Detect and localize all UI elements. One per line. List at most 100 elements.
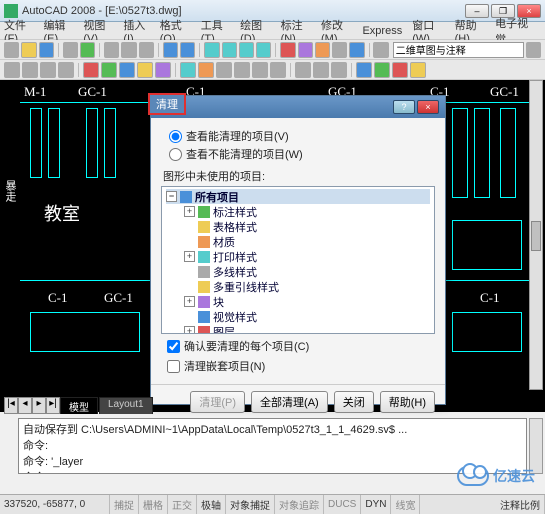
rotate-icon[interactable] [198, 62, 214, 78]
anno-scale[interactable]: 注释比例 [496, 495, 545, 514]
text-icon[interactable] [356, 62, 372, 78]
tree-item-label: 图层 [213, 324, 235, 335]
command-window[interactable]: 自动保存到 C:\Users\ADMINI~1\AppData\Local\Te… [18, 418, 527, 474]
tree-item[interactable]: +标注样式 [166, 204, 430, 219]
tab-layout1[interactable]: Layout1 [99, 397, 153, 414]
tree-item-label: 视觉样式 [213, 309, 257, 325]
tab-nav-first[interactable]: |◂ [4, 397, 18, 414]
array-icon[interactable] [155, 62, 171, 78]
chamfer-icon[interactable] [313, 62, 329, 78]
copy-icon[interactable] [121, 42, 136, 58]
coords: 337520, -65877, 0 [0, 495, 110, 514]
open-icon[interactable] [21, 42, 36, 58]
tree-item[interactable]: 多重引线样式 [166, 279, 430, 294]
ducs-toggle[interactable]: DUCS [324, 495, 361, 514]
chk-confirm[interactable] [167, 340, 180, 353]
ws-gear-icon[interactable] [526, 42, 541, 58]
dialog-titlebar[interactable]: 清理 ? × [151, 96, 445, 118]
cmd-line: 命令: pu [23, 469, 522, 474]
toolbar-standard [0, 40, 545, 60]
dsn-icon[interactable] [315, 42, 330, 58]
layer-icon[interactable] [280, 42, 295, 58]
extend-icon[interactable] [270, 62, 286, 78]
fillet-icon[interactable] [295, 62, 311, 78]
hatch-icon[interactable] [374, 62, 390, 78]
purge-all-button[interactable]: 全部清理(A) [251, 391, 328, 413]
props-icon[interactable] [298, 42, 313, 58]
purge-tree[interactable]: −所有项目 +标注样式表格样式材质+打印样式多线样式多重引线样式+块视觉样式+图… [161, 186, 435, 334]
paste-icon[interactable] [139, 42, 154, 58]
menu-express[interactable]: Express [362, 25, 402, 37]
zoom-win-icon[interactable] [239, 42, 254, 58]
tab-nav-last[interactable]: ▸| [46, 397, 60, 414]
otrack-toggle[interactable]: 对象追踪 [275, 495, 324, 514]
undo-icon[interactable] [163, 42, 178, 58]
help-icon[interactable] [373, 42, 388, 58]
tree-root[interactable]: 所有项目 [195, 189, 239, 205]
radio-cannot-purge[interactable] [169, 148, 182, 161]
tab-nav-prev[interactable]: ◂ [18, 397, 32, 414]
close-dialog-button[interactable]: 关闭 [334, 391, 374, 413]
workspace-combo[interactable] [393, 42, 524, 58]
grid-toggle[interactable]: 栅格 [139, 495, 168, 514]
menubar: 文件(F) 编辑(E) 视图(V) 插入(I) 格式(O) 工具(T) 绘图(D… [0, 22, 545, 40]
help-button[interactable]: 帮助(H) [380, 391, 435, 413]
explode-icon[interactable] [331, 62, 347, 78]
copy2-icon[interactable] [101, 62, 117, 78]
tool-icon[interactable] [332, 42, 347, 58]
trim-icon[interactable] [252, 62, 268, 78]
tree-item[interactable]: +图层 [166, 324, 430, 334]
offset-icon[interactable] [137, 62, 153, 78]
stretch-icon[interactable] [234, 62, 250, 78]
tree-item[interactable]: 表格样式 [166, 219, 430, 234]
tree-item[interactable]: +块 [166, 294, 430, 309]
save-icon[interactable] [39, 42, 54, 58]
tree-item-icon [198, 326, 210, 335]
scale-icon[interactable] [216, 62, 232, 78]
new-icon[interactable] [4, 42, 19, 58]
pline-icon[interactable] [22, 62, 38, 78]
grid-label: GC-1 [78, 84, 107, 100]
erase-icon[interactable] [83, 62, 99, 78]
tree-item[interactable]: +打印样式 [166, 249, 430, 264]
tree-item[interactable]: 多线样式 [166, 264, 430, 279]
snap-toggle[interactable]: 捕捉 [110, 495, 139, 514]
zoom-icon[interactable] [222, 42, 237, 58]
grid-label: C-1 [480, 290, 500, 306]
redo-icon[interactable] [180, 42, 195, 58]
tree-item[interactable]: 视觉样式 [166, 309, 430, 324]
move-icon[interactable] [180, 62, 196, 78]
ortho-toggle[interactable]: 正交 [168, 495, 197, 514]
cut-icon[interactable] [104, 42, 119, 58]
canvas-scrollbar[interactable] [529, 80, 543, 390]
dyn-toggle[interactable]: DYN [361, 495, 391, 514]
app-icon [4, 4, 18, 18]
purge-dialog: 清理 ? × 查看能清理的项目(V) 查看不能清理的项目(W) 图形中未使用的项… [150, 95, 446, 405]
dialog-close-button[interactable]: × [417, 100, 439, 114]
purge-button[interactable]: 清理(P) [190, 391, 245, 413]
minimize-button[interactable]: – [465, 4, 489, 18]
chk-nested[interactable] [167, 360, 180, 373]
tab-nav-next[interactable]: ▸ [32, 397, 46, 414]
line-icon[interactable] [4, 62, 20, 78]
osnap-toggle[interactable]: 对象捕捉 [226, 495, 275, 514]
mirror-icon[interactable] [119, 62, 135, 78]
tree-item[interactable]: 材质 [166, 234, 430, 249]
chk-label: 清理嵌套项目(N) [184, 358, 265, 374]
radio-can-purge[interactable] [169, 130, 182, 143]
plot-icon[interactable] [80, 42, 95, 58]
table-icon[interactable] [410, 62, 426, 78]
pan-icon[interactable] [204, 42, 219, 58]
arc-icon[interactable] [58, 62, 74, 78]
lwt-toggle[interactable]: 线宽 [391, 495, 420, 514]
tab-model[interactable]: 模型 [60, 397, 98, 414]
dim-icon[interactable] [392, 62, 408, 78]
calc-icon[interactable] [349, 42, 364, 58]
tree-item-icon [198, 311, 210, 323]
print-icon[interactable] [63, 42, 78, 58]
circle-icon[interactable] [40, 62, 56, 78]
dialog-help-button[interactable]: ? [393, 100, 415, 114]
zoom-prev-icon[interactable] [256, 42, 271, 58]
polar-toggle[interactable]: 极轴 [197, 495, 226, 514]
room-label: 教室 [44, 200, 80, 226]
